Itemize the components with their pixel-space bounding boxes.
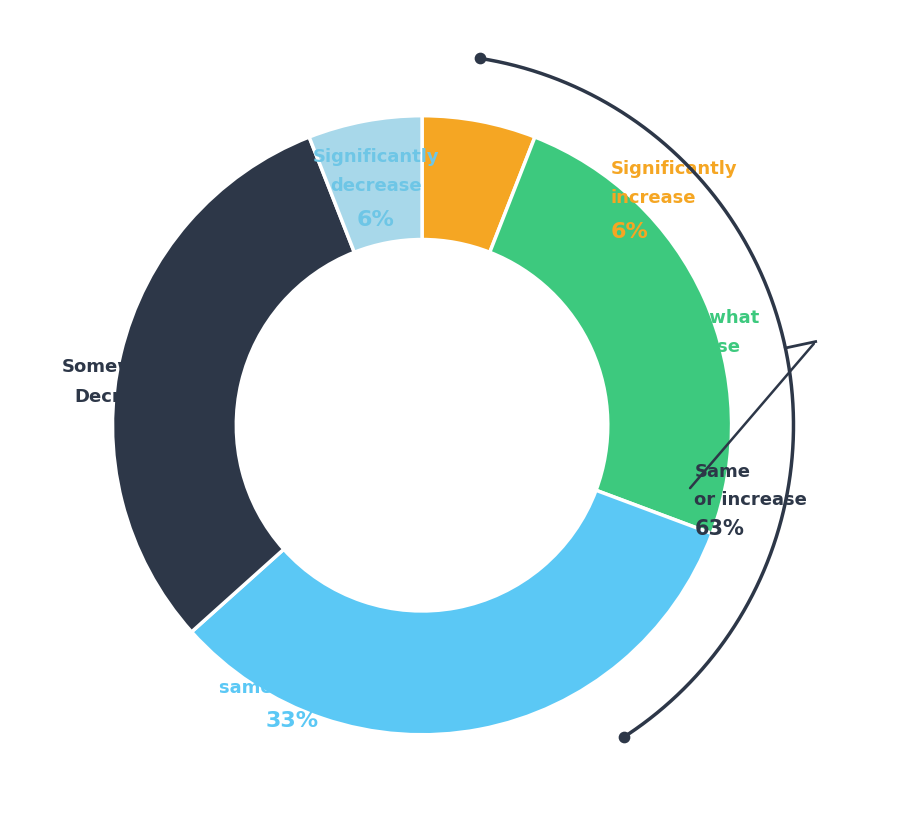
Text: 6%: 6%: [611, 222, 649, 242]
Text: 31%: 31%: [115, 420, 169, 440]
Text: Significantly: Significantly: [611, 160, 737, 178]
Text: 6%: 6%: [357, 209, 394, 229]
Text: Remain the: Remain the: [235, 649, 350, 666]
Point: [473, 53, 487, 66]
Text: Decrease: Decrease: [74, 387, 169, 405]
Text: Somewhat: Somewhat: [654, 308, 760, 326]
Text: 33%: 33%: [265, 710, 319, 730]
Text: 63%: 63%: [694, 518, 745, 538]
Wedge shape: [191, 491, 712, 735]
Text: same as today: same as today: [219, 678, 365, 696]
Wedge shape: [309, 116, 422, 253]
Text: decrease: decrease: [330, 177, 421, 195]
Text: Increase: Increase: [654, 338, 740, 355]
Point: [617, 730, 631, 743]
Wedge shape: [112, 138, 354, 632]
Text: 25%: 25%: [654, 370, 708, 390]
Text: Significantly: Significantly: [313, 147, 439, 166]
Text: increase: increase: [611, 189, 697, 207]
Text: or increase: or increase: [694, 491, 807, 508]
Text: Somewhat: Somewhat: [62, 358, 169, 375]
Wedge shape: [490, 138, 731, 534]
Text: Same: Same: [694, 463, 750, 481]
Wedge shape: [422, 116, 535, 253]
